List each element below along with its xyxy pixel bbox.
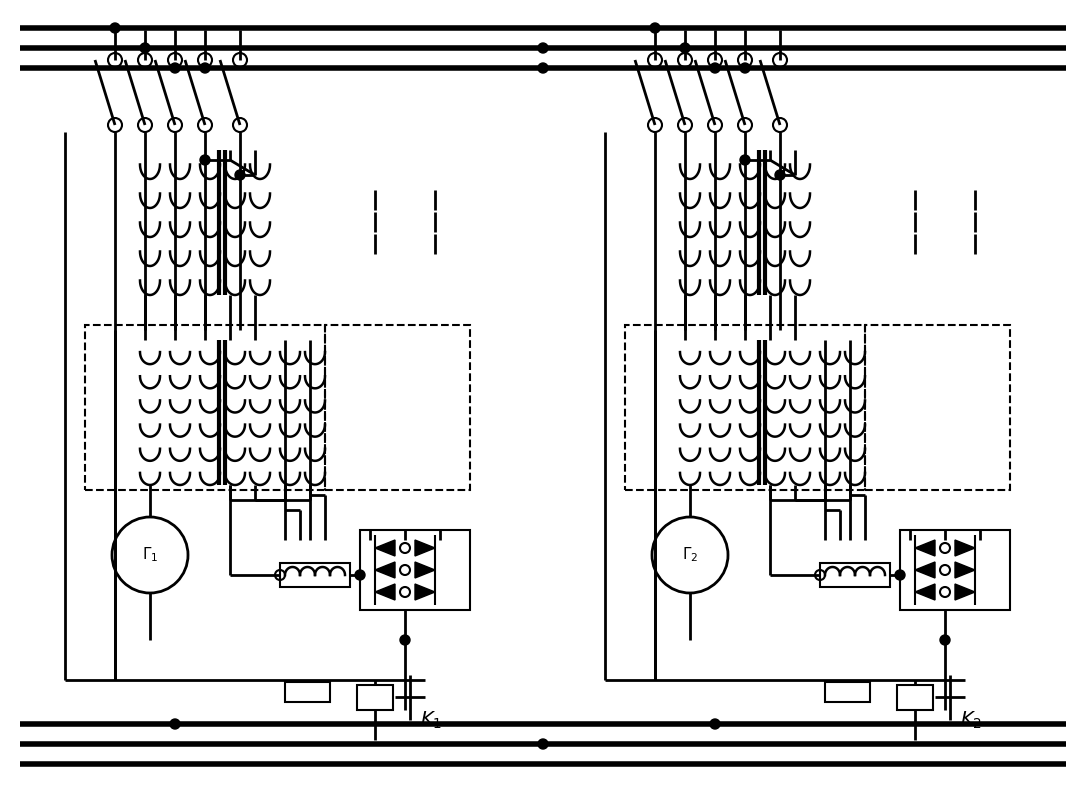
Circle shape xyxy=(400,635,411,645)
Circle shape xyxy=(538,43,548,53)
Circle shape xyxy=(200,155,210,165)
Bar xyxy=(900,530,1010,610)
Circle shape xyxy=(895,570,905,580)
Circle shape xyxy=(680,43,690,53)
Polygon shape xyxy=(375,584,395,600)
Bar xyxy=(825,682,870,702)
Bar xyxy=(866,325,1010,490)
Text: $K_2$: $K_2$ xyxy=(960,710,982,731)
Circle shape xyxy=(710,63,720,73)
Circle shape xyxy=(355,570,365,580)
Polygon shape xyxy=(955,562,975,578)
Polygon shape xyxy=(915,584,935,600)
Circle shape xyxy=(110,23,119,33)
Polygon shape xyxy=(915,562,935,578)
Circle shape xyxy=(140,43,150,53)
Text: $\Gamma_1$: $\Gamma_1$ xyxy=(142,546,159,565)
Polygon shape xyxy=(415,540,435,556)
Circle shape xyxy=(235,170,245,180)
Circle shape xyxy=(940,635,950,645)
Text: $K_1$: $K_1$ xyxy=(420,710,442,731)
Polygon shape xyxy=(955,540,975,556)
Polygon shape xyxy=(915,540,935,556)
Text: $\Gamma_2$: $\Gamma_2$ xyxy=(682,546,698,565)
Polygon shape xyxy=(375,540,395,556)
Polygon shape xyxy=(375,562,395,578)
Bar xyxy=(280,563,350,587)
Circle shape xyxy=(651,23,660,33)
Circle shape xyxy=(200,63,210,73)
Circle shape xyxy=(740,63,750,73)
Circle shape xyxy=(171,63,180,73)
Polygon shape xyxy=(955,584,975,600)
Circle shape xyxy=(710,719,720,729)
Bar xyxy=(820,563,891,587)
Bar xyxy=(325,325,470,490)
Bar xyxy=(85,325,325,490)
Circle shape xyxy=(740,155,750,165)
Polygon shape xyxy=(415,562,435,578)
Circle shape xyxy=(538,63,548,73)
Bar xyxy=(285,682,330,702)
Bar xyxy=(357,685,393,710)
Polygon shape xyxy=(415,584,435,600)
Circle shape xyxy=(538,739,548,749)
Circle shape xyxy=(171,719,180,729)
Bar xyxy=(626,325,866,490)
Circle shape xyxy=(775,170,785,180)
Bar xyxy=(897,685,933,710)
Bar xyxy=(359,530,470,610)
